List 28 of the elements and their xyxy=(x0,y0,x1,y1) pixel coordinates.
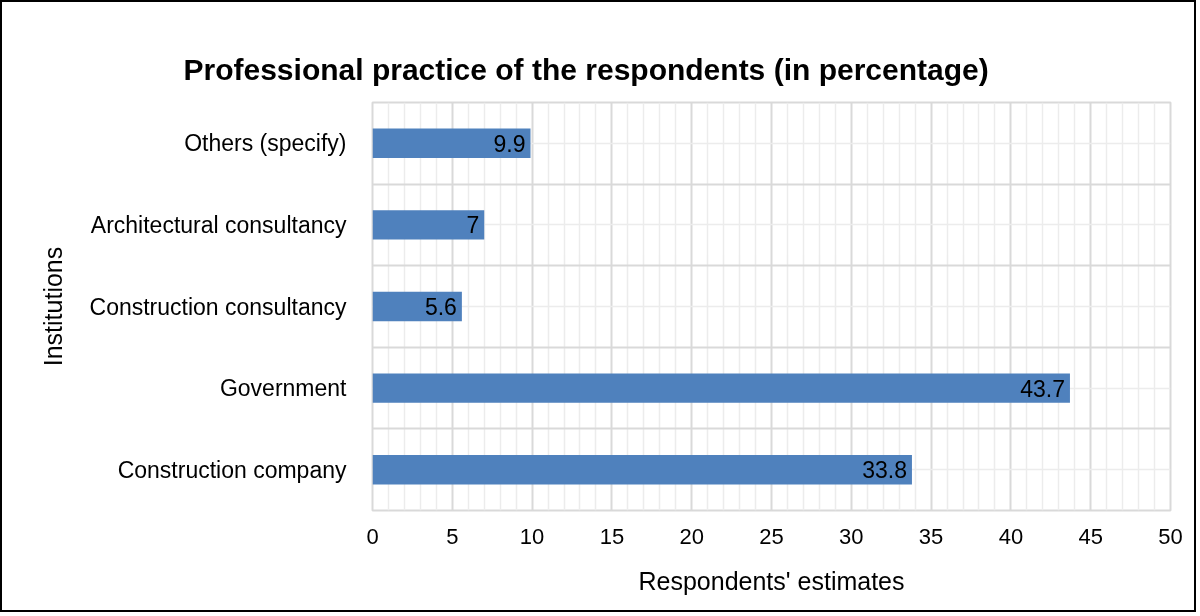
bar xyxy=(372,455,912,485)
bar xyxy=(372,373,1070,403)
data-label: 33.8 xyxy=(862,457,907,484)
x-tick-label: 5 xyxy=(446,523,459,549)
x-tick-label: 30 xyxy=(839,523,864,549)
y-tick-label: Architectural consultancy xyxy=(90,211,347,238)
x-tick-label: 15 xyxy=(599,523,625,549)
x-tick-label: 10 xyxy=(519,523,545,549)
bar xyxy=(372,128,531,158)
y-tick-label: Construction company xyxy=(117,456,347,483)
data-label: 9.9 xyxy=(493,130,526,157)
x-tick-label: 50 xyxy=(1158,523,1183,549)
y-tick-label: Others (specify) xyxy=(184,130,347,157)
bar xyxy=(372,210,485,240)
y-tick-label: Government xyxy=(219,375,348,402)
data-label: 43.7 xyxy=(1020,375,1065,402)
x-axis-title: Respondents' estimates xyxy=(638,566,905,595)
y-tick-label: Construction consultancy xyxy=(89,293,347,320)
data-label: 7 xyxy=(466,212,480,239)
x-tick-label: 25 xyxy=(759,523,784,549)
x-tick-label: 40 xyxy=(998,523,1024,549)
x-tick-label: 35 xyxy=(918,523,944,549)
y-axis-title: Institutions xyxy=(38,246,67,367)
chart-title: Professional practice of the respondents (in percentage) xyxy=(183,52,989,86)
x-tick-label: 45 xyxy=(1078,523,1103,549)
data-label: 5.6 xyxy=(424,294,457,320)
x-tick-label: 20 xyxy=(679,523,704,549)
x-tick-label: 0 xyxy=(366,523,379,549)
